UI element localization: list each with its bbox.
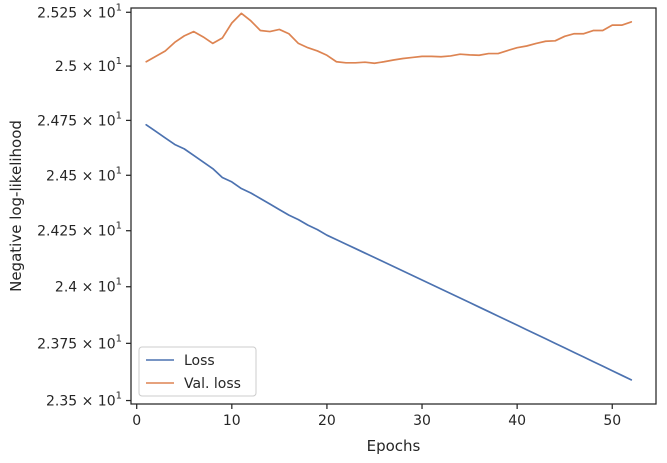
legend-label-val-loss: Val. loss: [184, 376, 241, 392]
x-tick-label: 0: [132, 413, 141, 429]
x-tick-label: 40: [508, 413, 526, 429]
y-tick-label: 2.425 × 101: [37, 221, 122, 240]
y-tick-label: 2.475 × 101: [37, 110, 122, 129]
x-tick-label: 20: [318, 413, 336, 429]
series-line-val-loss: [145, 12, 633, 65]
y-axis-ticks: 2.35 × 101 2.375 × 101 2.4 × 101 2.425 × 10…: [37, 2, 131, 410]
y-axis-label: Negative log-likelihood: [7, 120, 25, 292]
y-tick-label: 2.4 × 101: [55, 277, 122, 296]
x-axis-label: Epochs: [367, 437, 421, 455]
y-tick-label: 2.45 × 101: [46, 165, 122, 184]
x-tick-label: 30: [413, 413, 431, 429]
plot-frame: [130, 7, 657, 405]
y-tick-label: 2.525 × 101: [37, 2, 122, 21]
x-tick-label: 50: [603, 413, 621, 429]
x-axis-ticks: 0 10 20 30 40 50: [132, 404, 621, 429]
y-tick-label: 2.375 × 101: [37, 333, 122, 352]
legend: Loss Val. loss: [138, 346, 257, 397]
series-line-loss: [145, 123, 633, 381]
legend-label-loss: Loss: [184, 353, 215, 369]
series-layer: [145, 12, 633, 381]
x-tick-label: 10: [223, 413, 241, 429]
y-tick-label: 2.35 × 101: [46, 391, 122, 410]
y-tick-label: 2.5 × 101: [55, 56, 122, 75]
